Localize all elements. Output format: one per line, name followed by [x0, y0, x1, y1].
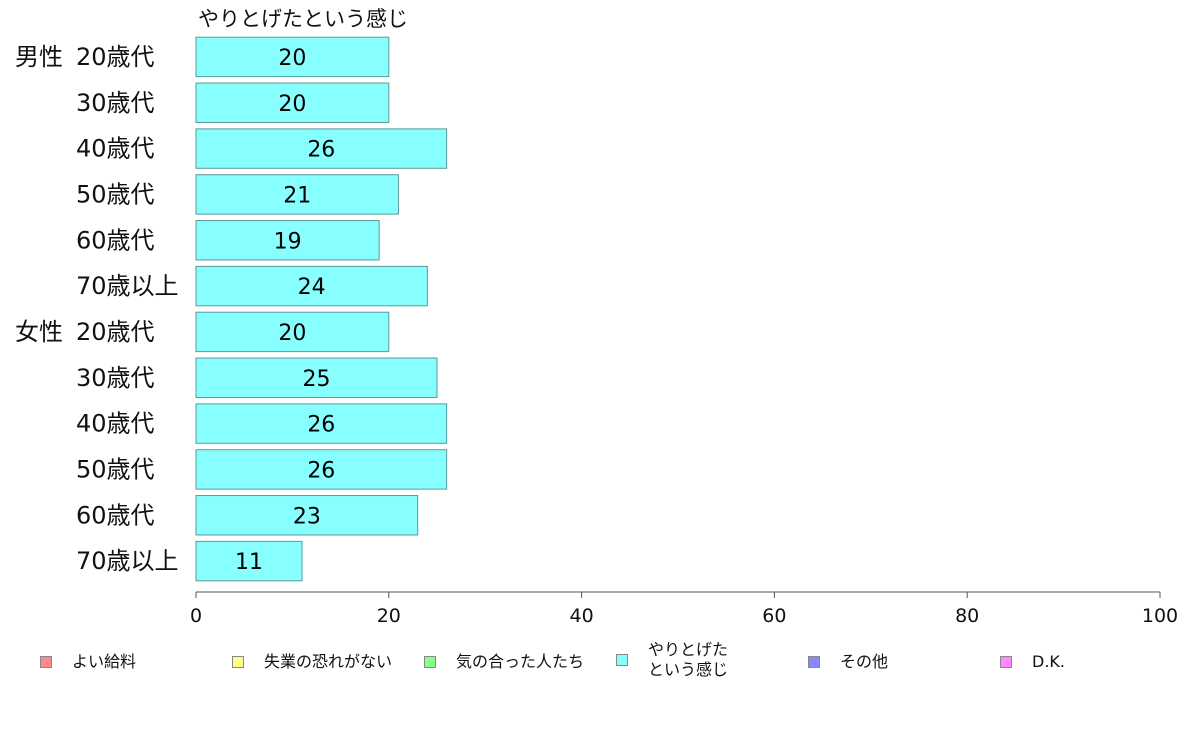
- bar-value-label: 19: [274, 229, 302, 254]
- category-label: 60歳代: [76, 501, 155, 529]
- x-tick-label: 0: [190, 605, 202, 627]
- bar: [195, 265, 428, 307]
- bar-value-label: 20: [278, 321, 306, 346]
- category-label: 70歳以上: [76, 547, 179, 575]
- category-label: 20歳代: [76, 43, 155, 71]
- group-label: 男性: [15, 43, 63, 71]
- bar-value-label: 21: [283, 183, 311, 208]
- bar: [195, 311, 390, 353]
- legend-item: D.K.: [1000, 652, 1065, 672]
- category-label: 40歳代: [76, 135, 155, 163]
- bar-value-label: 26: [307, 413, 335, 438]
- bar-value-label: 26: [307, 458, 335, 483]
- legend-swatch: [1000, 656, 1012, 668]
- legend-item: やりとげた という感じ: [616, 640, 728, 680]
- legend-label: D.K.: [1032, 652, 1065, 671]
- legend-swatch: [616, 654, 628, 666]
- category-label: 70歳以上: [76, 272, 179, 300]
- bar-value-label: 11: [235, 550, 263, 575]
- chart-title: やりとげたという感じ: [198, 7, 408, 31]
- bar-chart: やりとげたという感じ 2020歳代男性2030歳代2640歳代2150歳代196…: [15, 7, 1178, 627]
- legend-label: 失業の恐れがない: [264, 652, 393, 671]
- legend-item: 気の合った人たち: [424, 652, 584, 672]
- x-tick-label: 80: [955, 605, 979, 627]
- bar: [195, 449, 448, 490]
- bar-value-label: 20: [278, 92, 306, 117]
- x-tick-label: 40: [570, 605, 594, 627]
- legend-label: やりとげた という感じ: [648, 640, 729, 679]
- x-tick-label: 100: [1142, 605, 1178, 627]
- category-label: 20歳代: [76, 318, 155, 346]
- legend-swatch: [40, 656, 52, 668]
- bar: [195, 403, 448, 444]
- group-label: 女性: [15, 318, 63, 346]
- category-label: 30歳代: [76, 364, 155, 392]
- legend: よい給料 失業の恐れがない 気の合った人たち やりとげた という感じ その他 D.K.: [0, 638, 1188, 688]
- category-label: 30歳代: [76, 89, 155, 117]
- legend-swatch: [808, 656, 820, 668]
- legend-item: よい給料: [40, 652, 136, 672]
- x-tick-label: 20: [377, 605, 401, 627]
- bar: [195, 220, 380, 261]
- bar-value-label: 23: [293, 504, 321, 529]
- legend-item: その他: [808, 652, 888, 672]
- bar: [195, 36, 390, 78]
- bar-value-label: 25: [303, 367, 331, 392]
- bar-value-label: 20: [278, 46, 306, 71]
- category-label: 60歳代: [76, 226, 155, 254]
- legend-swatch: [232, 656, 244, 668]
- bar: [195, 128, 448, 169]
- legend-label: 気の合った人たち: [456, 652, 585, 671]
- legend-swatch: [424, 656, 436, 668]
- legend-item: 失業の恐れがない: [232, 652, 392, 672]
- bar: [195, 82, 390, 123]
- legend-label: よい給料: [72, 652, 137, 671]
- bar-value-label: 24: [298, 275, 326, 300]
- bar: [195, 540, 303, 582]
- legend-label: その他: [840, 652, 889, 671]
- category-label: 40歳代: [76, 410, 155, 438]
- category-label: 50歳代: [76, 180, 155, 208]
- bar: [195, 495, 419, 536]
- x-tick-label: 60: [762, 605, 786, 627]
- category-label: 50歳代: [76, 455, 155, 483]
- bar-value-label: 26: [307, 138, 335, 163]
- bar: [195, 357, 438, 398]
- bar: [195, 174, 399, 215]
